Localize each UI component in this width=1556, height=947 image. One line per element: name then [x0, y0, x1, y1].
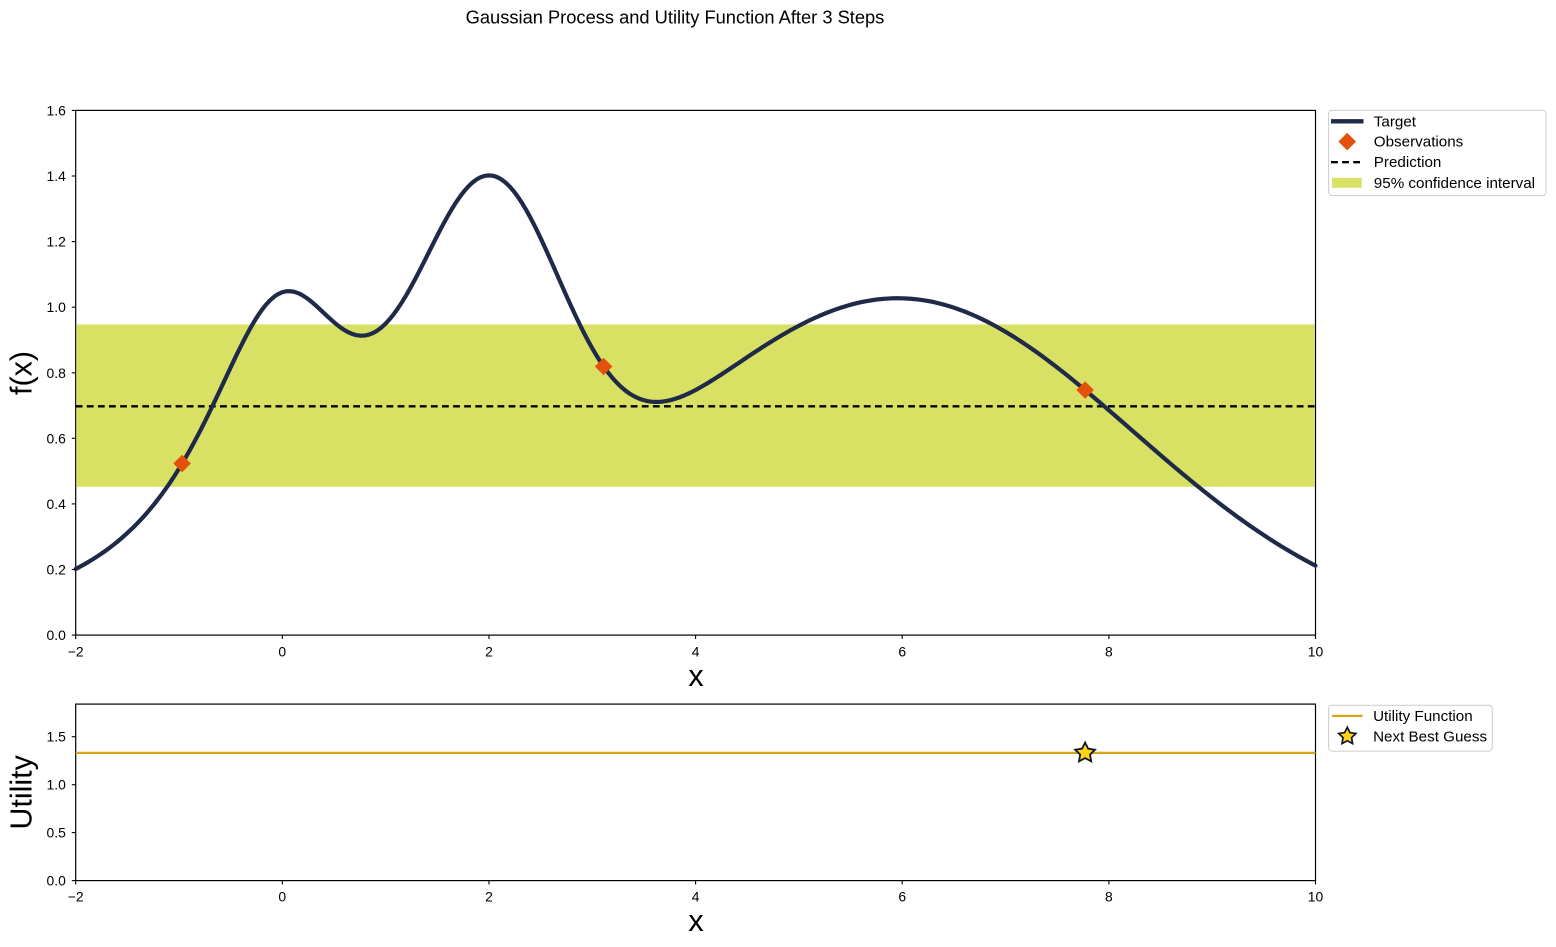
svg-text:1.0: 1.0: [46, 777, 66, 793]
svg-text:0.0: 0.0: [46, 873, 66, 889]
svg-text:Prediction: Prediction: [1374, 154, 1442, 171]
svg-text:−2: −2: [68, 643, 84, 659]
svg-text:Target: Target: [1374, 113, 1417, 130]
svg-text:Gaussian Process and Utility F: Gaussian Process and Utility Function Af…: [466, 7, 885, 28]
svg-text:6: 6: [898, 888, 906, 904]
svg-text:4: 4: [692, 643, 700, 659]
svg-text:0: 0: [278, 643, 286, 659]
svg-text:1.2: 1.2: [46, 234, 66, 250]
svg-text:2: 2: [485, 643, 493, 659]
svg-text:1.4: 1.4: [46, 168, 66, 184]
svg-text:x: x: [688, 904, 703, 938]
svg-text:6: 6: [898, 643, 906, 659]
svg-text:Utility: Utility: [5, 754, 39, 829]
svg-text:10: 10: [1308, 643, 1324, 659]
svg-text:8: 8: [1105, 643, 1113, 659]
svg-text:0.4: 0.4: [46, 496, 66, 512]
svg-text:0.5: 0.5: [46, 825, 66, 841]
svg-text:1.0: 1.0: [46, 299, 66, 315]
svg-text:4: 4: [692, 888, 700, 904]
svg-text:Observations: Observations: [1374, 134, 1464, 151]
svg-text:10: 10: [1308, 888, 1324, 904]
svg-text:1.6: 1.6: [46, 102, 66, 118]
svg-text:8: 8: [1105, 888, 1113, 904]
svg-text:f(x): f(x): [5, 351, 39, 395]
svg-text:x: x: [688, 659, 703, 693]
svg-text:0.2: 0.2: [46, 562, 66, 578]
svg-text:1.5: 1.5: [46, 729, 66, 745]
svg-text:Next Best Guess: Next Best Guess: [1373, 728, 1487, 745]
svg-text:2: 2: [485, 888, 493, 904]
svg-text:−2: −2: [68, 888, 84, 904]
svg-text:0.0: 0.0: [46, 627, 66, 643]
svg-text:0.6: 0.6: [46, 430, 66, 446]
svg-text:95% confidence interval: 95% confidence interval: [1374, 175, 1535, 192]
svg-text:Utility Function: Utility Function: [1373, 708, 1473, 725]
svg-text:0.8: 0.8: [46, 365, 66, 381]
svg-text:0: 0: [278, 888, 286, 904]
